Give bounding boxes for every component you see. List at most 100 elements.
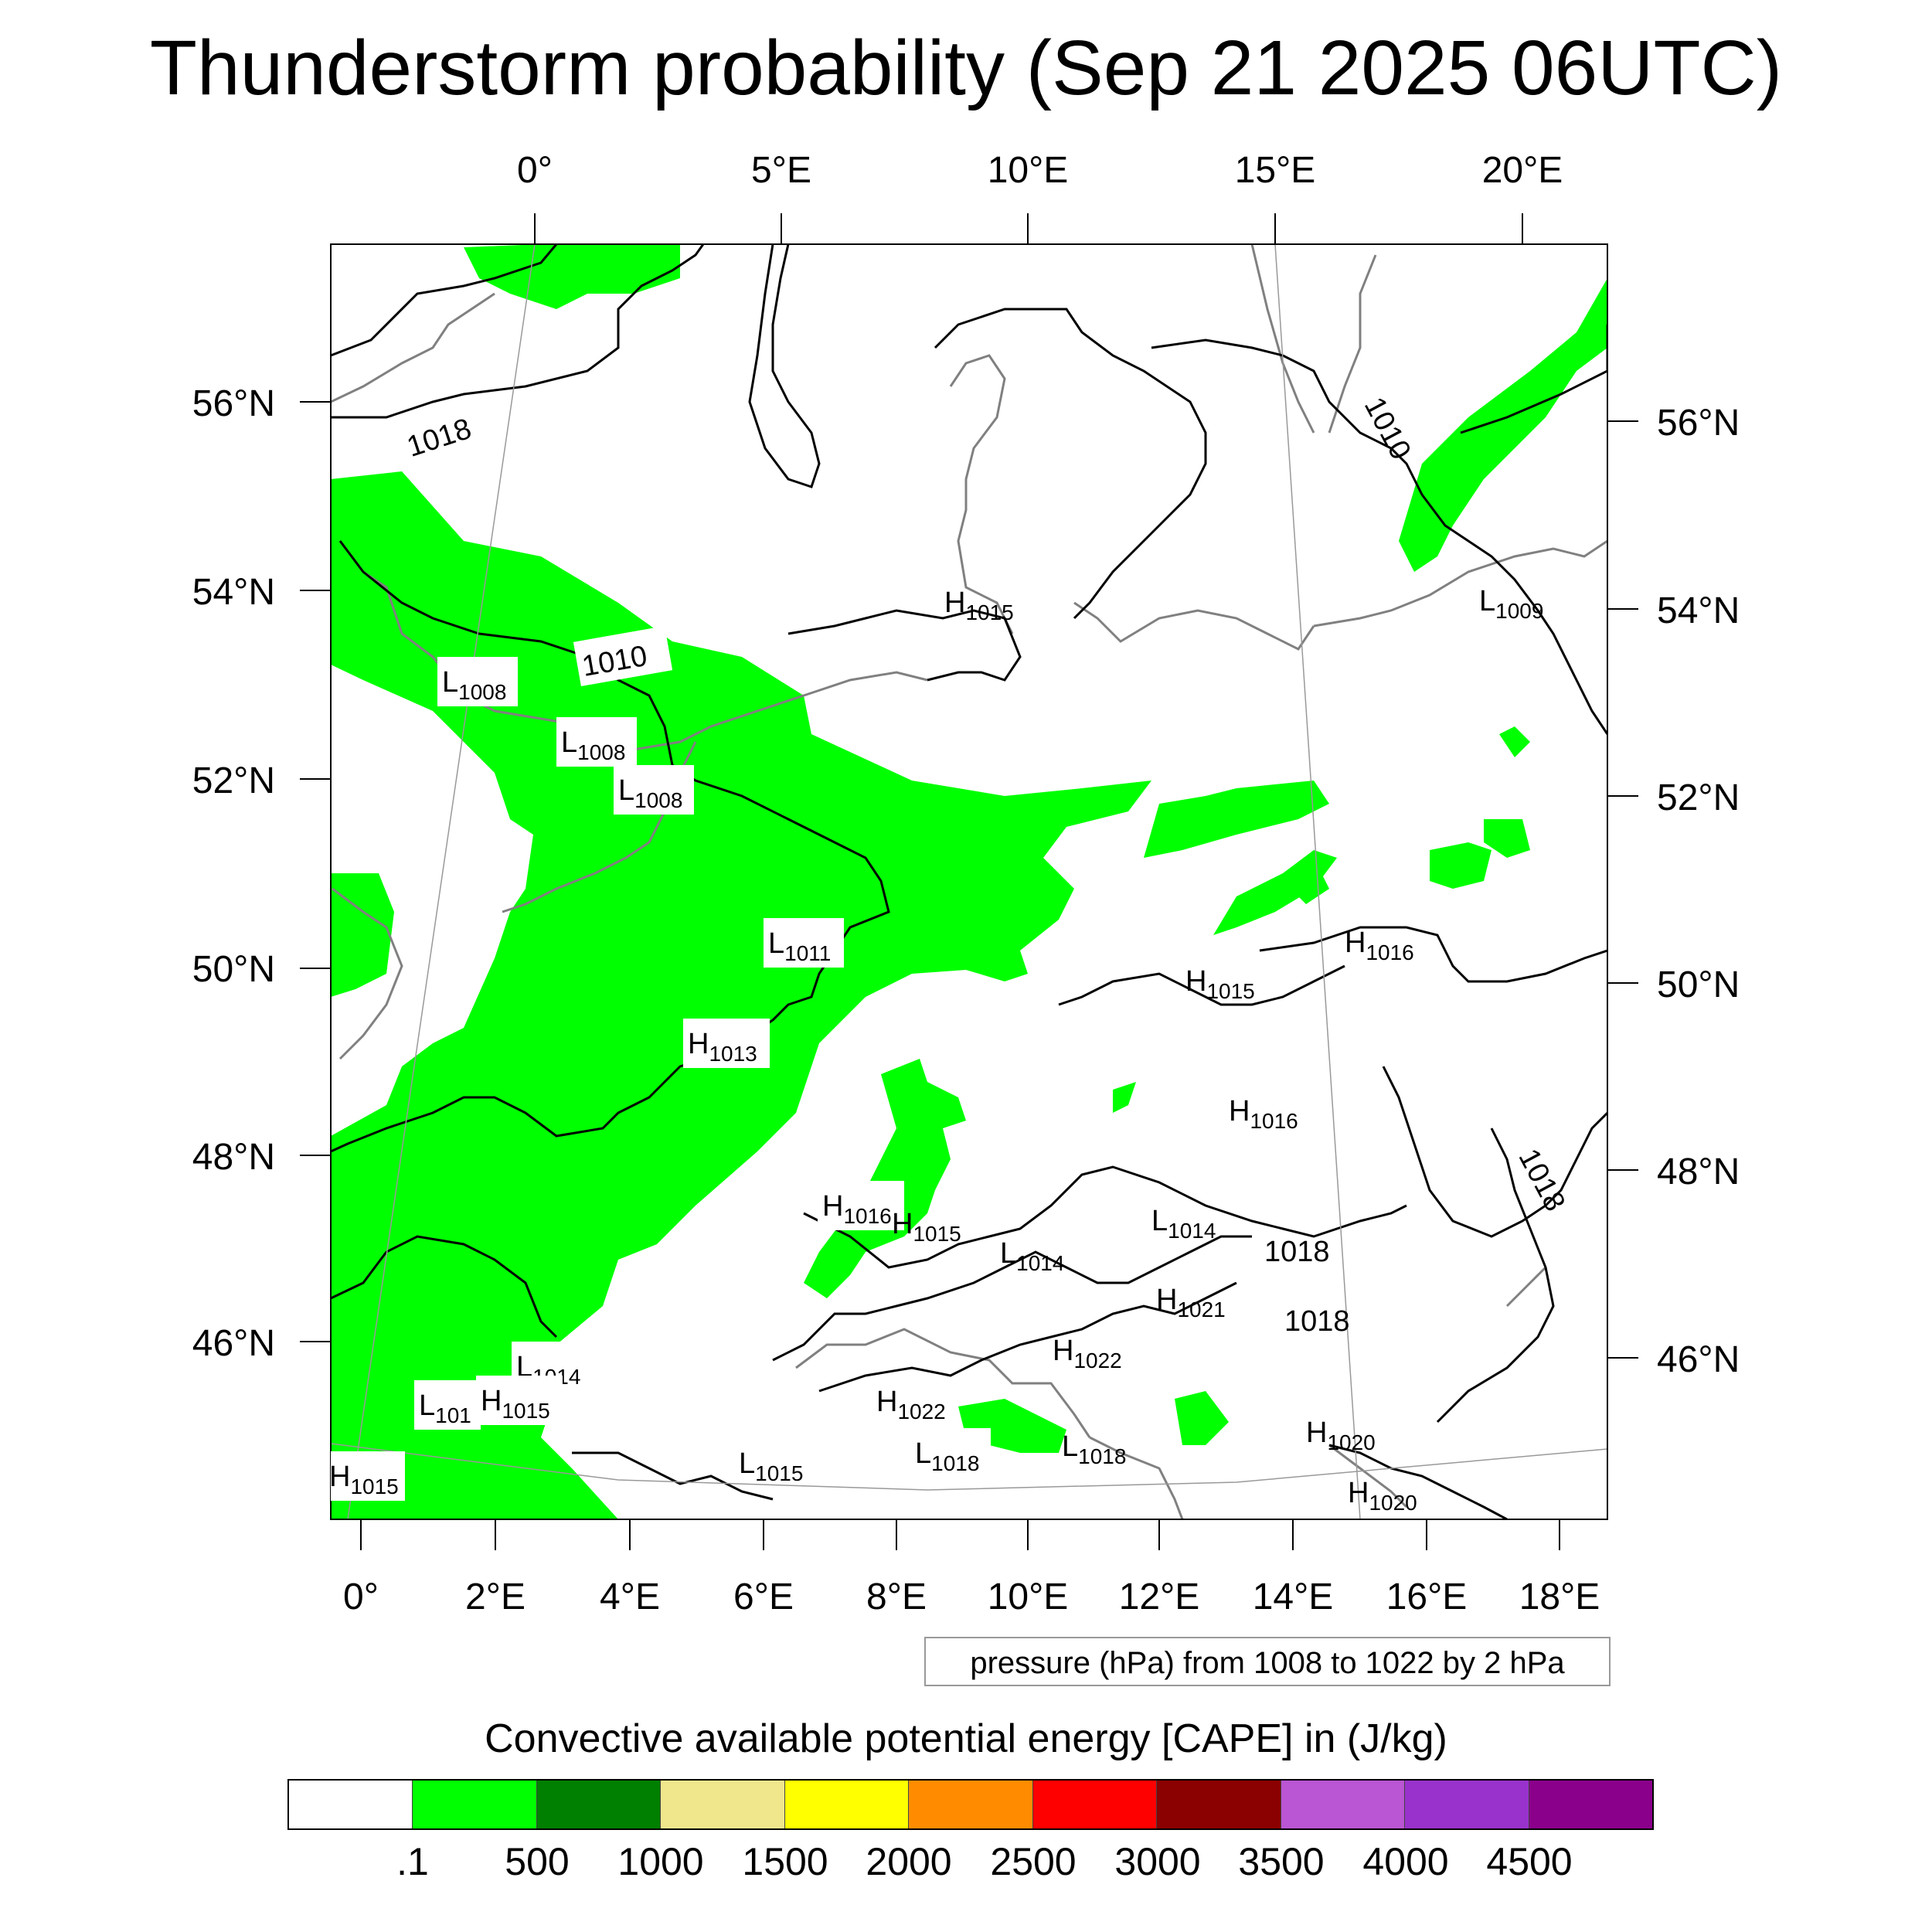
center-type: H — [1348, 1477, 1369, 1509]
pressure-center: H1020 — [1348, 1477, 1417, 1515]
center-type: H — [1306, 1417, 1327, 1449]
pressure-center: H1016 — [1229, 1095, 1298, 1133]
center-value: 1016 — [843, 1204, 891, 1228]
colorbar-label: 3000 — [1114, 1840, 1201, 1883]
cape-fill-regions — [331, 244, 1607, 1519]
center-type: L — [739, 1447, 755, 1480]
isobar-bottom — [1328, 1444, 1508, 1519]
cape-region-alpine — [804, 1059, 966, 1298]
colorbar-label: 1000 — [617, 1840, 704, 1883]
svg-text:H1022: H1022 — [1053, 1335, 1122, 1372]
isobar-east-1 — [1460, 325, 1607, 434]
colorbar-swatch — [1529, 1781, 1652, 1828]
svg-text:H1015: H1015 — [892, 1208, 961, 1246]
pressure-center: H1015 — [329, 1451, 405, 1501]
lon-bottom-label: 6°E — [733, 1577, 794, 1617]
isobar-alps-2 — [803, 1165, 1407, 1269]
center-value: 1015 — [1206, 979, 1254, 1003]
center-type: H — [944, 587, 965, 619]
svg-text:L1018: L1018 — [915, 1437, 979, 1475]
center-type: L — [618, 774, 634, 807]
center-type: H — [876, 1386, 897, 1418]
pressure-center: L1011 — [764, 918, 844, 968]
isobar-labels: 1018 1010 1010 1018 1018 1018 — [403, 392, 1572, 1338]
lat-left-label: 46°N — [192, 1323, 275, 1364]
colorbar-swatch — [1405, 1781, 1529, 1828]
cape-region-west-france — [331, 873, 394, 997]
center-value: 1016 — [1366, 940, 1413, 964]
cape-region-east-1 — [1430, 842, 1492, 889]
cape-region-czech — [1113, 1082, 1136, 1113]
pressure-center: L101 — [414, 1380, 481, 1430]
lat-right-label: 50°N — [1657, 964, 1740, 1005]
svg-text:L1014: L1014 — [1151, 1205, 1216, 1243]
center-type: L — [561, 726, 577, 759]
colorbar-swatch — [289, 1781, 413, 1828]
lat-left-label: 50°N — [192, 949, 275, 990]
plot-frame — [330, 243, 1608, 1520]
lon-bottom-label: 2°E — [465, 1577, 526, 1617]
isobar-alps-4 — [818, 1281, 1237, 1393]
pressure-center: H1013 — [683, 1019, 770, 1068]
pressure-center: H1015 — [944, 587, 1014, 624]
center-type: L — [768, 927, 784, 960]
pressure-center: L1009 — [1479, 585, 1543, 623]
pressure-centers: L1008 L1008 L1008 H1015 L1009 L1011 H101… — [329, 585, 1543, 1515]
cape-region-adriatic — [1175, 1391, 1229, 1445]
lat-labels-right: 56°N 54°N 52°N 50°N 48°N 46°N — [1657, 403, 1740, 1380]
lon-labels-bottom: 0° 2°E 4°E 6°E 8°E 10°E 12°E 14°E 16°E 1… — [343, 1577, 1600, 1617]
colorbar-label: .1 — [396, 1840, 429, 1883]
center-value: 1016 — [1250, 1109, 1298, 1133]
isobar-north-2 — [331, 244, 705, 419]
center-value: 1015 — [502, 1399, 549, 1423]
colorbar-title: Convective available potential energy [C… — [485, 1716, 1447, 1761]
colorbar-label: 1500 — [742, 1840, 828, 1883]
isobar-south-1 — [572, 1451, 774, 1501]
colorbar-swatch — [784, 1781, 910, 1828]
isobar-east-2 — [1259, 926, 1607, 983]
cape-region-central-north — [1144, 781, 1329, 858]
svg-text:H1013: H1013 — [688, 1028, 757, 1066]
tick-marks — [300, 213, 1638, 1550]
lat-labels-left: 56°N 54°N 52°N 50°N 48°N 46°N — [192, 383, 275, 1364]
colorbar-label: 4500 — [1486, 1840, 1573, 1883]
lon-bottom-label: 16°E — [1386, 1577, 1468, 1617]
isobar-north-3 — [748, 244, 821, 488]
svg-text:H1015: H1015 — [1185, 965, 1255, 1003]
lon-top-label: 10°E — [988, 150, 1069, 191]
pressure-center: H1022 — [876, 1386, 946, 1423]
center-value: 1008 — [577, 740, 625, 764]
colorbar-label: 2000 — [866, 1840, 952, 1883]
svg-text:H1021: H1021 — [1156, 1284, 1226, 1321]
center-value: 1018 — [1078, 1444, 1126, 1468]
lat-right-label: 48°N — [1657, 1151, 1740, 1192]
colorbar-label: 500 — [505, 1840, 570, 1883]
svg-text:H1016: H1016 — [1345, 927, 1414, 964]
colorbar-label: 2500 — [990, 1840, 1077, 1883]
center-value: 1021 — [1177, 1298, 1225, 1321]
center-value: 1018 — [931, 1451, 979, 1475]
center-type: H — [481, 1385, 502, 1417]
cape-region-poland — [1213, 850, 1337, 935]
lon-bottom-label: 4°E — [600, 1577, 660, 1617]
svg-text:H1015: H1015 — [329, 1461, 399, 1498]
center-type: H — [1345, 927, 1366, 959]
svg-text:H1015: H1015 — [481, 1385, 550, 1423]
lat-right-label: 46°N — [1657, 1339, 1740, 1380]
pressure-center: H1016 — [818, 1181, 904, 1230]
center-value: 101 — [435, 1403, 471, 1427]
lon-top-label: 20°E — [1482, 150, 1563, 191]
center-value: 1015 — [350, 1475, 398, 1498]
svg-text:H1015: H1015 — [944, 587, 1014, 624]
lat-left-label: 52°N — [192, 760, 275, 801]
center-value: 1014 — [1168, 1219, 1216, 1243]
svg-text:L101: L101 — [419, 1389, 471, 1427]
svg-text:L1008: L1008 — [618, 774, 682, 812]
isobar-label: 1018 — [403, 413, 475, 464]
lat-right-label: 52°N — [1657, 777, 1740, 818]
center-type: H — [688, 1028, 709, 1060]
cape-region-north-sea — [464, 244, 680, 309]
center-type: L — [915, 1437, 931, 1470]
isobar-1018-east — [1436, 1128, 1555, 1423]
lon-labels-top: 0° 5°E 10°E 15°E 20°E — [517, 150, 1563, 191]
